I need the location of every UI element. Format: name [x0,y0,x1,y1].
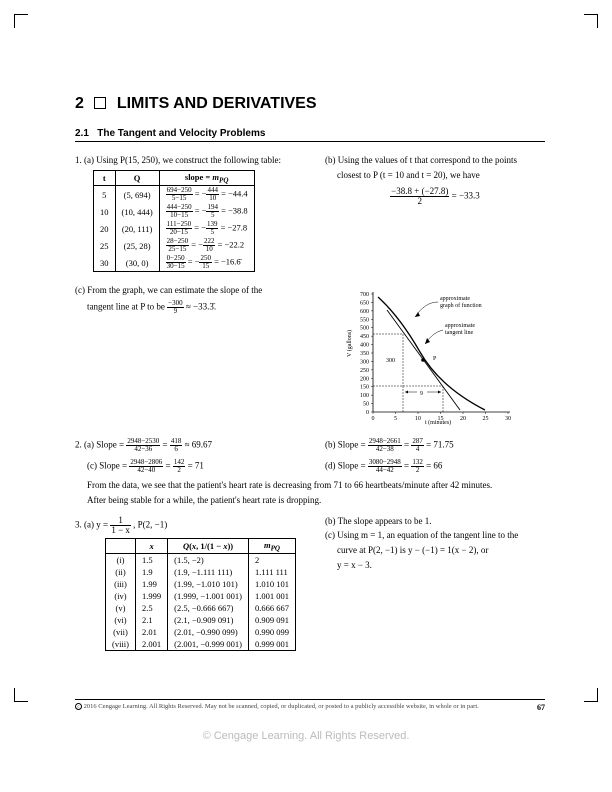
svg-text:tangent line: tangent line [445,330,473,336]
q3c3: y = x − 3. [337,560,545,572]
svg-text:700: 700 [360,292,369,298]
q1-graph-col: 7006506005505004504003503002502001501005… [325,282,545,427]
q3bc-col: (b) The slope appears to be 1. (c) Using… [325,513,545,658]
section-name: The Tangent and Velocity Problems [97,128,265,139]
q3a-intro: 3. (a) y = 11 − x , P(2, −1) [75,516,313,535]
section-title: 2.1 The Tangent and Velocity Problems [75,128,545,142]
q3-row: 3. (a) y = 11 − x , P(2, −1) x Q(x, 1/(1… [75,513,545,658]
svg-text:550: 550 [360,318,369,324]
svg-text:150: 150 [360,385,369,391]
svg-text:400: 400 [360,343,369,349]
q1b-col: (b) Using the values of t that correspon… [325,152,545,278]
svg-text:300: 300 [386,358,395,364]
section-num: 2.1 [75,128,89,139]
q1b-line1: (b) Using the values of t that correspon… [325,155,545,167]
q1c-col: (c) From the graph, we can estimate the … [75,282,313,427]
svg-text:0: 0 [366,410,369,416]
graph-func-label: approximate [440,296,470,302]
q2-conc2: After being stable for a while, the pati… [87,495,545,507]
q2-row2: (c) Slope = 2948−280642−40 = 1422 = 71 (… [75,456,545,477]
svg-text:500: 500 [360,326,369,332]
q2a: 2. (a) Slope = 2948−253042−36 = 4186 ≈ 6… [75,435,313,456]
svg-text:20: 20 [460,416,466,422]
q3b: (b) The slope appears to be 1. [325,516,545,528]
q1a-intro: 1. (a) Using P(15, 250), we construct th… [75,155,313,167]
svg-text:t (minutes): t (minutes) [425,419,451,426]
chapter-name: LIMITS AND DERIVATIVES [117,95,317,112]
q1a-col: 1. (a) Using P(15, 250), we construct th… [75,152,313,278]
svg-text:650: 650 [360,301,369,307]
page-number: 67 [537,703,545,712]
svg-text:P: P [433,356,437,362]
q1c-text2: tangent line at P to be −3009 ≈ −33.3̄. [87,300,313,315]
q1b-math: −38.8 + (−27.8)2 = −33.3 [325,187,545,206]
svg-text:9: 9 [420,391,423,397]
svg-text:200: 200 [360,377,369,383]
q1a-table: t Q slope = mPQ 5(5, 694) 694−2505−15 = … [93,170,255,273]
svg-text:graph of function: graph of function [440,302,482,309]
q1b-result: = −33.3 [452,191,480,201]
q1b-line2: closest to P (t = 10 and t = 20), we hav… [337,170,545,182]
q1-row2: (c) From the graph, we can estimate the … [75,282,545,427]
page-content: 2 LIMITS AND DERIVATIVES 2.1 The Tangent… [75,95,545,657]
q2b: (b) Slope = 2948−266142−38 = 2874 = 71.7… [325,435,545,456]
svg-text:50: 50 [363,402,369,408]
svg-text:100: 100 [360,394,369,400]
q1a-th-t: t [94,170,116,186]
q2d: (d) Slope = 3080−294844−42 = 1322 = 66 [325,456,545,477]
footer: c 2016 Cengage Learning. All Rights Rese… [75,699,545,712]
q3a-col: 3. (a) y = 11 − x , P(2, −1) x Q(x, 1/(1… [75,513,313,658]
svg-text:25: 25 [483,416,489,422]
q1c-text1: (c) From the graph, we can estimate the … [75,285,313,297]
q3a-table: x Q(x, 1/(1 − x)) mPQ (i)1.5(1.5, −2)2(i… [105,538,296,652]
q1a-th-slope: slope = mPQ [159,170,254,186]
svg-text:0: 0 [372,416,375,422]
q1-row1: 1. (a) Using P(15, 250), we construct th… [75,152,545,278]
q1-graph: 7006506005505004504003503002502001501005… [345,282,520,427]
q2-row1: 2. (a) Slope = 2948−253042−36 = 4186 ≈ 6… [75,435,545,456]
svg-text:10: 10 [415,416,421,422]
svg-text:V (gallons): V (gallons) [346,330,353,357]
q3c2: curve at P(2, −1) is y − (−1) = 1(x − 2)… [337,545,545,557]
graph-tan-label: approximate [445,323,475,329]
q3c1: (c) Using m = 1, an equation of the tang… [325,530,545,542]
svg-text:600: 600 [360,309,369,315]
svg-text:450: 450 [360,335,369,341]
svg-text:350: 350 [360,351,369,357]
svg-text:300: 300 [360,360,369,366]
copyright: 2016 Cengage Learning. All Rights Reserv… [84,703,479,710]
chapter-box [94,97,106,109]
q1a-th-Q: Q [115,170,159,186]
svg-text:5: 5 [394,416,397,422]
q2-conc1: From the data, we see that the patient's… [87,480,545,492]
watermark: © Cengage Learning. All Rights Reserved. [0,730,612,742]
chapter-title: 2 LIMITS AND DERIVATIVES [75,95,545,113]
chapter-num: 2 [75,95,84,112]
q2c: (c) Slope = 2948−280642−40 = 1422 = 71 [75,456,313,477]
svg-text:30: 30 [505,416,511,422]
svg-text:250: 250 [360,368,369,374]
